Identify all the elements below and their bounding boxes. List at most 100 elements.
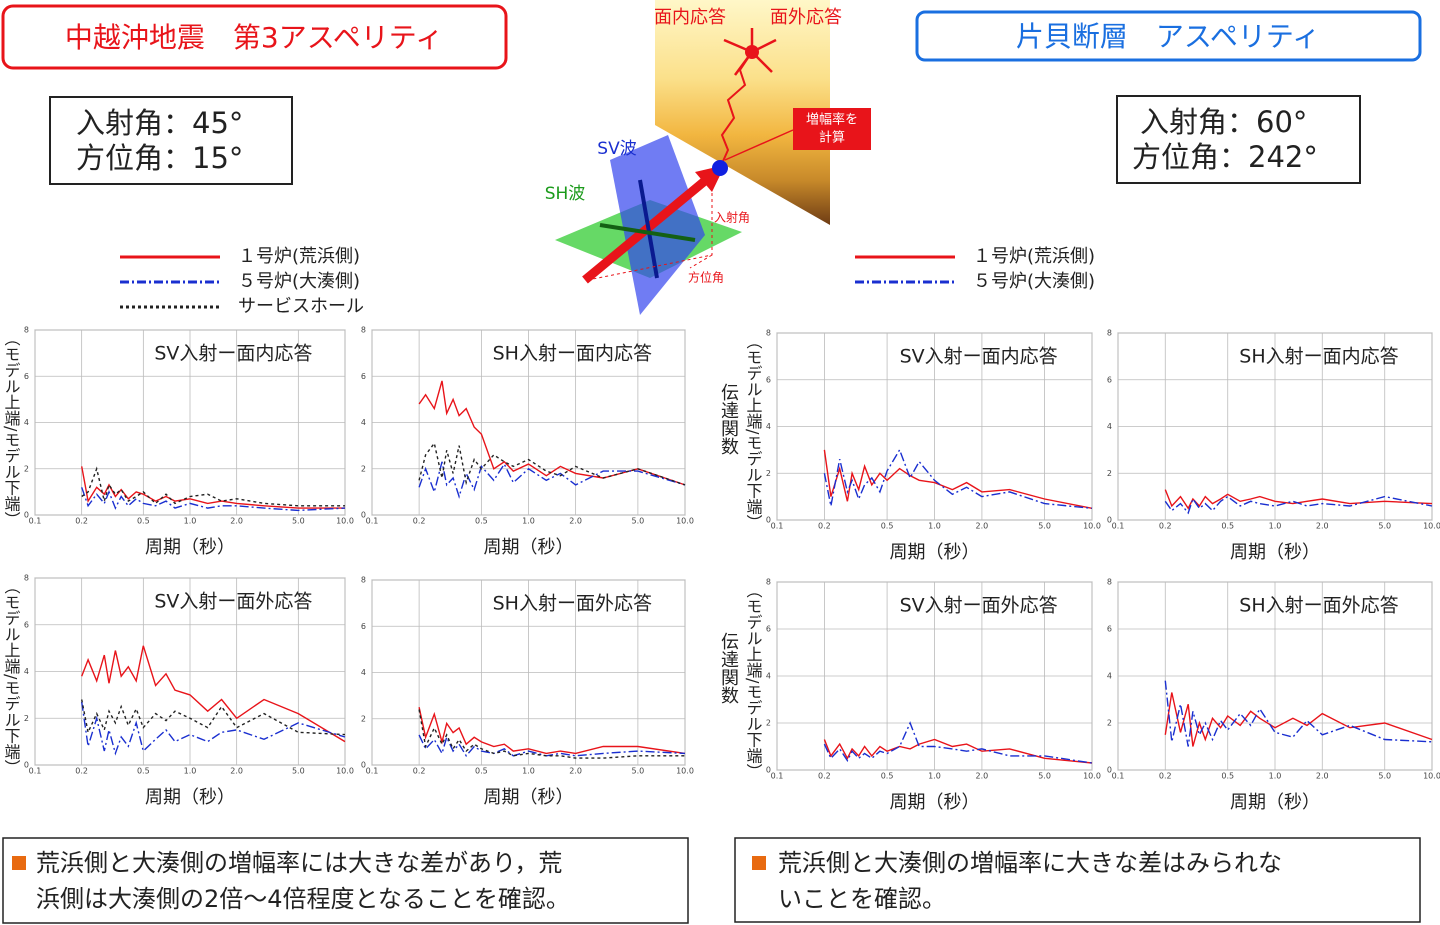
y-tick-label: 0 xyxy=(1107,766,1112,775)
chart-title: SV入射ー面外応答 xyxy=(900,595,1058,617)
legend-label: １号炉(荒浜側) xyxy=(973,246,1095,267)
x-tick-label: 10.0 xyxy=(1083,772,1101,781)
y-tick-label: 0 xyxy=(24,511,29,520)
series-line xyxy=(81,699,346,736)
ground-layers xyxy=(655,0,830,225)
series-line xyxy=(418,441,686,486)
x-axis-label: 周期（秒） xyxy=(484,787,574,808)
y-tick-label: 0 xyxy=(361,761,366,770)
x-tick-label: 5.0 xyxy=(1038,522,1051,531)
series-line xyxy=(418,380,686,486)
y-tick-label: 6 xyxy=(1107,625,1112,634)
y-tick-label: 6 xyxy=(766,375,771,384)
x-tick-label: 0.2 xyxy=(818,522,831,531)
angle-box xyxy=(1116,95,1361,184)
x-tick-label: 2.0 xyxy=(569,767,582,776)
x-tick-label: 2.0 xyxy=(976,772,989,781)
x-tick-label: 0.1 xyxy=(1112,772,1125,781)
y-tick-label: 2 xyxy=(361,714,366,723)
x-tick-label: 1.0 xyxy=(184,767,197,776)
y-tick-label: 0 xyxy=(766,516,771,525)
x-tick-label: 5.0 xyxy=(292,517,305,526)
note-box xyxy=(734,837,1421,923)
x-tick-label: 0.5 xyxy=(881,522,894,531)
y-axis-label: （モデル上端/モデル下端） xyxy=(2,578,21,775)
y-tick-label: 4 xyxy=(24,667,29,676)
y-tick-label: 8 xyxy=(24,326,29,335)
x-axis-label: 周期（秒） xyxy=(1230,542,1320,563)
y-axis-label: 伝達関数 xyxy=(718,383,739,455)
y-axis-label: （モデル上端/モデル下端） xyxy=(744,582,763,779)
series-line xyxy=(81,466,345,507)
y-tick-label: 4 xyxy=(361,668,366,677)
chart-title: SH入射ー面外応答 xyxy=(493,593,652,615)
base-point xyxy=(712,160,728,176)
x-tick-label: 10.0 xyxy=(676,767,694,776)
y-axis-label: （モデル上端/モデル下端） xyxy=(744,333,763,530)
sv-arrow xyxy=(638,179,659,279)
x-tick-label: 10.0 xyxy=(1423,522,1440,531)
x-tick-label: 2.0 xyxy=(230,517,243,526)
x-tick-label: 10.0 xyxy=(336,767,354,776)
series-line xyxy=(81,701,346,756)
y-tick-label: 6 xyxy=(361,622,366,631)
x-tick-label: 0.5 xyxy=(1221,522,1234,531)
x-tick-label: 0.2 xyxy=(1159,772,1172,781)
series-line xyxy=(418,709,685,759)
y-tick-label: 2 xyxy=(361,464,366,473)
angle-guides xyxy=(587,175,713,281)
calc-box xyxy=(793,108,871,150)
title-box xyxy=(915,10,1422,62)
x-tick-label: 5.0 xyxy=(1038,772,1051,781)
x-tick-label: 1.0 xyxy=(1269,772,1282,781)
series-line xyxy=(1164,495,1433,515)
x-tick-label: 1.0 xyxy=(184,517,197,526)
series-line xyxy=(418,461,686,499)
x-tick-label: 2.0 xyxy=(569,517,582,526)
x-tick-label: 10.0 xyxy=(1083,522,1101,531)
legend-label: ５号炉(大湊側) xyxy=(973,271,1095,292)
x-tick-label: 0.2 xyxy=(413,767,426,776)
bullet xyxy=(752,856,766,870)
y-tick-label: 6 xyxy=(24,620,29,629)
y-tick-label: 4 xyxy=(1107,422,1112,431)
chart-title: SV入射ー面外応答 xyxy=(154,591,312,613)
y-tick-label: 2 xyxy=(1107,719,1112,728)
x-tick-label: 1.0 xyxy=(928,522,941,531)
y-axis-label: （モデル上端/モデル下端） xyxy=(2,330,21,527)
y-tick-label: 8 xyxy=(1107,578,1112,587)
x-tick-label: 5.0 xyxy=(632,517,645,526)
x-tick-label: 0.2 xyxy=(413,517,426,526)
note-line: 荒浜側と大湊側の増幅率には大きな差があり，荒 xyxy=(36,849,562,877)
bullet xyxy=(12,856,26,870)
left-title: 中越沖地震 第3アスペリティ xyxy=(65,21,443,54)
y-tick-label: 8 xyxy=(361,576,366,585)
angle-box xyxy=(49,96,293,185)
y-tick-label: 6 xyxy=(361,372,366,381)
x-tick-label: 2.0 xyxy=(1316,772,1329,781)
series-line xyxy=(823,721,1093,764)
series-line xyxy=(1164,489,1433,510)
response-arrows xyxy=(723,28,777,76)
note-line: いことを確認。 xyxy=(778,885,946,913)
series-line xyxy=(1164,680,1433,747)
y-tick-label: 8 xyxy=(361,326,366,335)
x-tick-label: 1.0 xyxy=(928,772,941,781)
x-tick-label: 0.2 xyxy=(75,767,88,776)
x-tick-label: 1.0 xyxy=(522,517,535,526)
legend-label: ５号炉(大湊側) xyxy=(238,271,360,292)
series-line xyxy=(81,487,346,512)
right-title: 片貝断層 アスペリティ xyxy=(1016,20,1320,53)
y-tick-label: 2 xyxy=(766,469,771,478)
y-tick-label: 8 xyxy=(1107,329,1112,338)
y-tick-label: 2 xyxy=(24,714,29,723)
x-tick-label: 10.0 xyxy=(1423,772,1440,781)
y-tick-label: 4 xyxy=(1107,672,1112,681)
angle: 入射角：45° xyxy=(76,106,243,140)
y-tick-label: 8 xyxy=(766,329,771,338)
series-line xyxy=(823,449,1093,509)
x-tick-label: 0.5 xyxy=(137,767,150,776)
series-line xyxy=(823,738,1093,764)
x-tick-label: 0.5 xyxy=(137,517,150,526)
